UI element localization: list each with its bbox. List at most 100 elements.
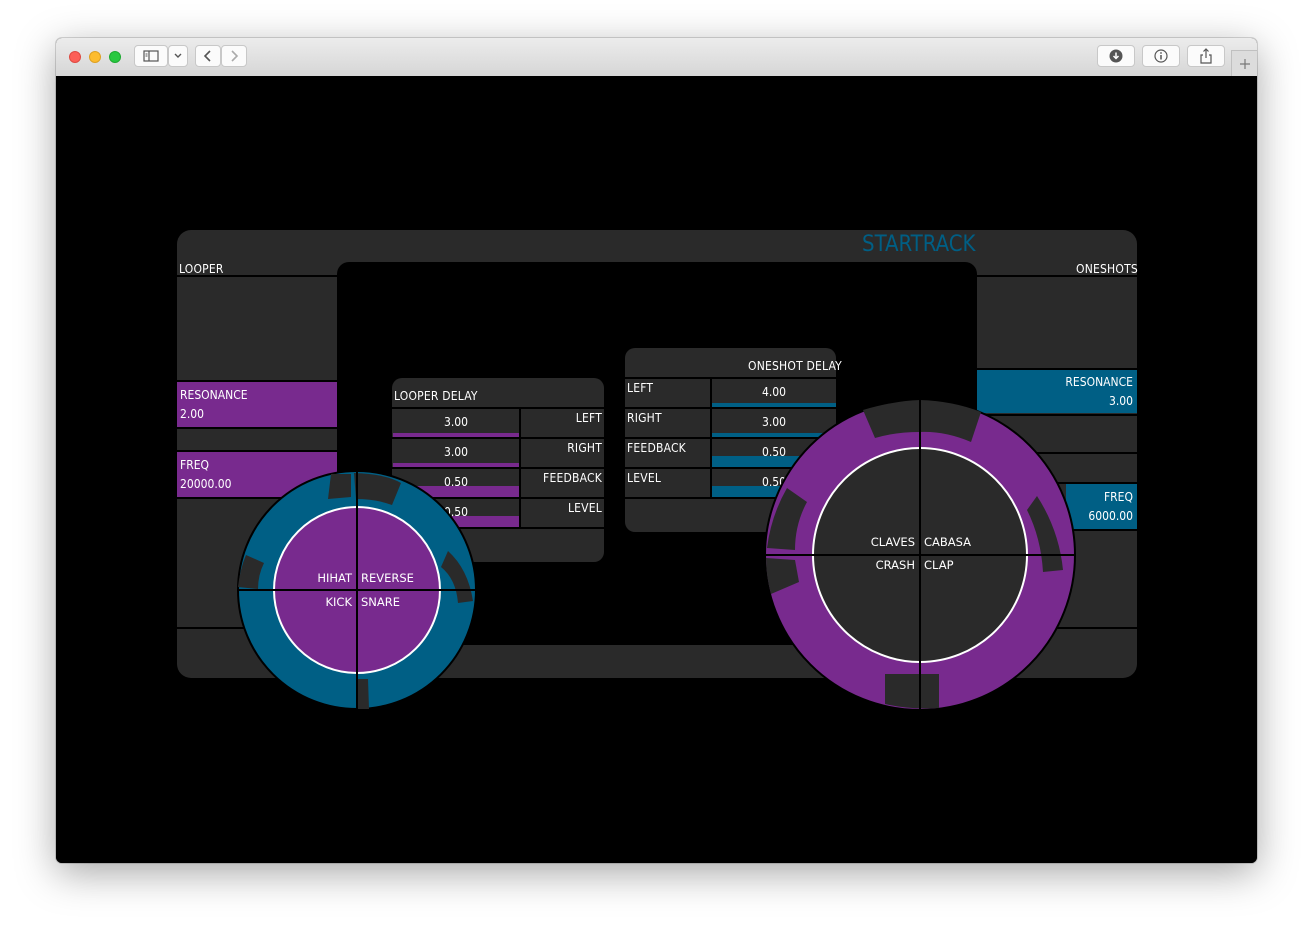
- kick-label[interactable]: KICK: [325, 595, 352, 609]
- slider-value: 0.50: [761, 475, 787, 489]
- oneshots-divider: [977, 368, 1137, 370]
- oneshot-pad-notch: [885, 674, 939, 709]
- clap-label[interactable]: CLAP: [924, 558, 954, 572]
- slider-fill: [393, 516, 519, 527]
- oneshots-resonance-label: RESONANCE: [1065, 375, 1133, 389]
- forward-button[interactable]: [221, 45, 247, 67]
- oneshot-pad-notch: [767, 488, 807, 550]
- slider-fill: [393, 463, 519, 467]
- app-canvas: STARTRACK LOOPER RESONANCE 2.00 FREQ 200…: [56, 76, 1257, 863]
- looper-delay-left-slider[interactable]: 3.00: [393, 409, 519, 437]
- slider-value: 3.00: [443, 415, 469, 429]
- oneshots-divider: [977, 452, 1137, 454]
- oneshot-delay-left-label: LEFT: [627, 381, 654, 395]
- delay-row-divider: [392, 407, 604, 409]
- claves-label[interactable]: CLAVES: [871, 535, 915, 549]
- looper-resonance-value: 2.00: [180, 407, 205, 421]
- looper-delay-feedback-slider[interactable]: 0.50: [393, 469, 519, 497]
- oneshot-pad-notch: [766, 558, 799, 594]
- slider-value: 3.00: [443, 445, 469, 459]
- zoom-light[interactable]: [109, 51, 121, 63]
- looper-divider: [177, 427, 337, 429]
- looper-resonance-label: RESONANCE: [180, 388, 248, 402]
- app-title: STARTRACK: [862, 232, 976, 257]
- chevron-down-icon: [174, 53, 182, 58]
- oneshots-freq-slider[interactable]: FREQ 6000.00: [1066, 484, 1137, 529]
- delay-row-divider: [625, 467, 836, 469]
- looper-pad-notch: [238, 555, 264, 589]
- slider-value: 0.50: [443, 475, 469, 489]
- share-icon: [1200, 48, 1212, 64]
- browser-window: STARTRACK LOOPER RESONANCE 2.00 FREQ 200…: [56, 38, 1257, 863]
- slider-fill: [712, 403, 836, 407]
- slider-value: 0.50: [761, 445, 787, 459]
- reverse-label[interactable]: REVERSE: [361, 571, 414, 585]
- share-button[interactable]: [1187, 45, 1225, 67]
- slider-value: 4.00: [761, 385, 787, 399]
- delay-row-divider: [392, 437, 604, 439]
- oneshot-delay-left-slider[interactable]: 4.00: [712, 379, 836, 407]
- looper-freq-label: FREQ: [180, 458, 210, 472]
- new-tab-button[interactable]: [1231, 50, 1257, 77]
- looper-divider: [177, 275, 337, 277]
- oneshot-pad-notch: [920, 400, 981, 442]
- looper-delay-right-slider[interactable]: 3.00: [393, 439, 519, 467]
- minimize-light[interactable]: [89, 51, 101, 63]
- back-icon: [203, 50, 211, 62]
- looper-divider: [177, 380, 337, 382]
- sidebar-button[interactable]: [134, 45, 168, 67]
- oneshot-delay-feedback-slider[interactable]: 0.50: [712, 439, 836, 467]
- looper-pad-notch: [354, 473, 401, 505]
- slider-fill: [712, 486, 836, 497]
- oneshots-freq-value: 6000.00: [1088, 509, 1133, 523]
- looper-pad[interactable]: HIHAT REVERSE KICK SNARE: [236, 469, 478, 711]
- hihat-label[interactable]: HIHAT: [317, 571, 353, 585]
- oneshot-delay-level-slider[interactable]: 0.50: [712, 469, 836, 497]
- delay-row-divider: [392, 527, 604, 529]
- oneshot-delay-right-slider[interactable]: 3.00: [712, 409, 836, 437]
- snare-label[interactable]: SNARE: [361, 595, 400, 609]
- delay-row-divider: [625, 377, 836, 379]
- looper-delay-title: LOOPER DELAY: [394, 389, 478, 403]
- looper-delay-right-label: RIGHT: [567, 441, 602, 455]
- looper-freq-value: 20000.00: [180, 477, 232, 491]
- delay-column-divider: [519, 407, 521, 527]
- delay-column-divider: [710, 377, 712, 497]
- crash-label[interactable]: CRASH: [876, 558, 915, 572]
- delay-row-divider: [625, 437, 836, 439]
- sidebar-menu-button[interactable]: [168, 45, 188, 67]
- oneshot-delay-title: ONESHOT DELAY: [748, 359, 842, 373]
- info-button[interactable]: [1142, 45, 1180, 67]
- looper-delay-level-label: LEVEL: [567, 501, 602, 515]
- delay-row-divider: [625, 407, 836, 409]
- oneshots-title: ONESHOTS: [1076, 262, 1138, 276]
- forward-icon: [231, 50, 239, 62]
- download-button[interactable]: [1097, 45, 1135, 67]
- sidebar-icon: [143, 50, 159, 62]
- slider-fill: [712, 433, 836, 437]
- oneshots-freq-label: FREQ: [1103, 490, 1133, 504]
- looper-resonance-slider[interactable]: RESONANCE 2.00: [177, 382, 337, 427]
- new-tab-icon: [1240, 59, 1250, 69]
- slider-fill: [393, 486, 519, 497]
- looper-divider: [177, 450, 337, 452]
- looper-delay-feedback-label: FEEDBACK: [543, 471, 602, 485]
- oneshot-delay-right-label: RIGHT: [627, 411, 662, 425]
- back-button[interactable]: [195, 45, 221, 67]
- oneshot-pad[interactable]: CLAVES CABASA CRASH CLAP: [763, 398, 1077, 712]
- slider-value: 3.00: [761, 415, 787, 429]
- oneshots-divider: [977, 275, 1137, 277]
- oneshot-delay-feedback-label: FEEDBACK: [627, 441, 686, 455]
- cabasa-label[interactable]: CABASA: [924, 535, 971, 549]
- download-icon: [1109, 49, 1123, 63]
- looper-divider: [177, 497, 337, 499]
- slider-fill: [712, 456, 836, 467]
- browser-toolbar: [56, 38, 1257, 77]
- delay-row-divider: [625, 497, 836, 499]
- looper-pad-notch: [357, 679, 369, 709]
- oneshots-resonance-slider[interactable]: RESONANCE 3.00: [977, 370, 1137, 413]
- delay-row-divider: [392, 467, 604, 469]
- oneshots-divider: [977, 414, 1137, 416]
- info-icon: [1154, 49, 1168, 63]
- close-light[interactable]: [69, 51, 81, 63]
